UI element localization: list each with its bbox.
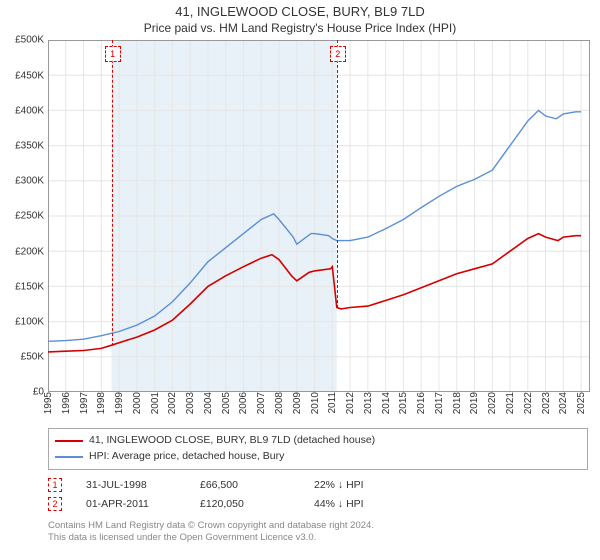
x-tick-label: 2017	[434, 392, 445, 418]
x-tick-label: 2008	[274, 392, 285, 418]
x-tick-label: 2013	[363, 392, 374, 418]
legend-row: 41, INGLEWOOD CLOSE, BURY, BL9 7LD (deta…	[55, 433, 581, 449]
x-tick-label: 2007	[256, 392, 267, 418]
chart-area: £0£50K£100K£150K£200K£250K£300K£350K£400…	[48, 40, 590, 392]
x-tick-label: 1999	[114, 392, 125, 418]
x-tick-label: 2023	[541, 392, 552, 418]
marker-table-row: 1 31-JUL-1998 £66,500 22% ↓ HPI	[48, 476, 588, 495]
y-tick-label: £500K	[15, 35, 48, 46]
marker-table: 1 31-JUL-1998 £66,500 22% ↓ HPI 2 01-APR-2011…	[48, 476, 588, 514]
y-tick-label: £200K	[15, 246, 48, 257]
x-tick-label: 2019	[469, 392, 480, 418]
x-tick-label: 1997	[79, 392, 90, 418]
y-tick-label: £50K	[21, 352, 48, 363]
x-tick-label: 2004	[203, 392, 214, 418]
x-tick-label: 2022	[523, 392, 534, 418]
legend-row: HPI: Average price, detached house, Bury	[55, 449, 581, 465]
x-tick-label: 2024	[558, 392, 569, 418]
x-tick-label: 2005	[221, 392, 232, 418]
x-tick-label: 2021	[505, 392, 516, 418]
marker-vline	[112, 40, 113, 345]
marker-table-row: 2 01-APR-2011 £120,050 44% ↓ HPI	[48, 495, 588, 514]
page-title: 41, INGLEWOOD CLOSE, BURY, BL9 7LD	[0, 0, 600, 21]
marker-id-box: 1	[48, 478, 62, 492]
marker-date: 31-JUL-1998	[86, 476, 176, 495]
marker-delta: 22% ↓ HPI	[314, 476, 404, 495]
legend-swatch	[55, 456, 83, 458]
marker-price: £120,050	[200, 495, 290, 514]
y-tick-label: £400K	[15, 105, 48, 116]
x-tick-label: 2016	[416, 392, 427, 418]
marker-delta: 44% ↓ HPI	[314, 495, 404, 514]
y-tick-label: £150K	[15, 281, 48, 292]
x-tick-label: 2002	[167, 392, 178, 418]
line-chart	[48, 40, 590, 392]
x-tick-label: 1998	[96, 392, 107, 418]
page-subtitle: Price paid vs. HM Land Registry's House …	[0, 21, 600, 37]
x-tick-label: 2001	[150, 392, 161, 418]
marker-flag: 1	[105, 46, 121, 62]
x-tick-label: 2025	[576, 392, 587, 418]
marker-date: 01-APR-2011	[86, 495, 176, 514]
legend: 41, INGLEWOOD CLOSE, BURY, BL9 7LD (deta…	[48, 428, 588, 470]
footer-line-2: This data is licensed under the Open Gov…	[48, 532, 588, 544]
y-tick-label: £300K	[15, 176, 48, 187]
x-tick-label: 2011	[327, 392, 338, 418]
y-tick-label: £450K	[15, 70, 48, 81]
x-tick-label: 2009	[292, 392, 303, 418]
x-tick-label: 2014	[381, 392, 392, 418]
x-tick-label: 2012	[345, 392, 356, 418]
legend-label: 41, INGLEWOOD CLOSE, BURY, BL9 7LD (deta…	[89, 433, 375, 449]
x-tick-label: 2020	[487, 392, 498, 418]
legend-label: HPI: Average price, detached house, Bury	[89, 449, 284, 465]
marker-price: £66,500	[200, 476, 290, 495]
footer-attribution: Contains HM Land Registry data © Crown c…	[48, 520, 588, 545]
y-tick-label: £100K	[15, 317, 48, 328]
legend-swatch	[55, 440, 83, 442]
x-tick-label: 1996	[61, 392, 72, 418]
x-tick-label: 2018	[452, 392, 463, 418]
y-tick-label: £250K	[15, 211, 48, 222]
marker-vline	[337, 40, 338, 307]
x-tick-label: 2003	[185, 392, 196, 418]
x-tick-label: 2006	[238, 392, 249, 418]
y-tick-label: £350K	[15, 141, 48, 152]
x-tick-label: 2015	[398, 392, 409, 418]
x-tick-label: 2000	[132, 392, 143, 418]
footer-line-1: Contains HM Land Registry data © Crown c…	[48, 520, 588, 532]
x-tick-label: 1995	[43, 392, 54, 418]
marker-flag: 2	[330, 46, 346, 62]
marker-id-box: 2	[48, 497, 62, 511]
x-tick-label: 2010	[310, 392, 321, 418]
